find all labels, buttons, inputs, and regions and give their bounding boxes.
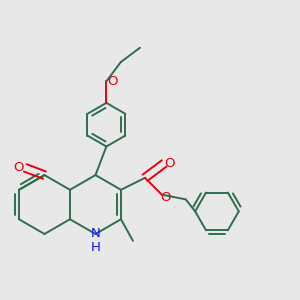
Text: H: H [91, 241, 100, 254]
Text: O: O [107, 75, 118, 88]
Text: O: O [160, 191, 170, 204]
Text: N: N [91, 227, 100, 241]
Text: O: O [164, 157, 174, 170]
Text: O: O [14, 161, 24, 174]
